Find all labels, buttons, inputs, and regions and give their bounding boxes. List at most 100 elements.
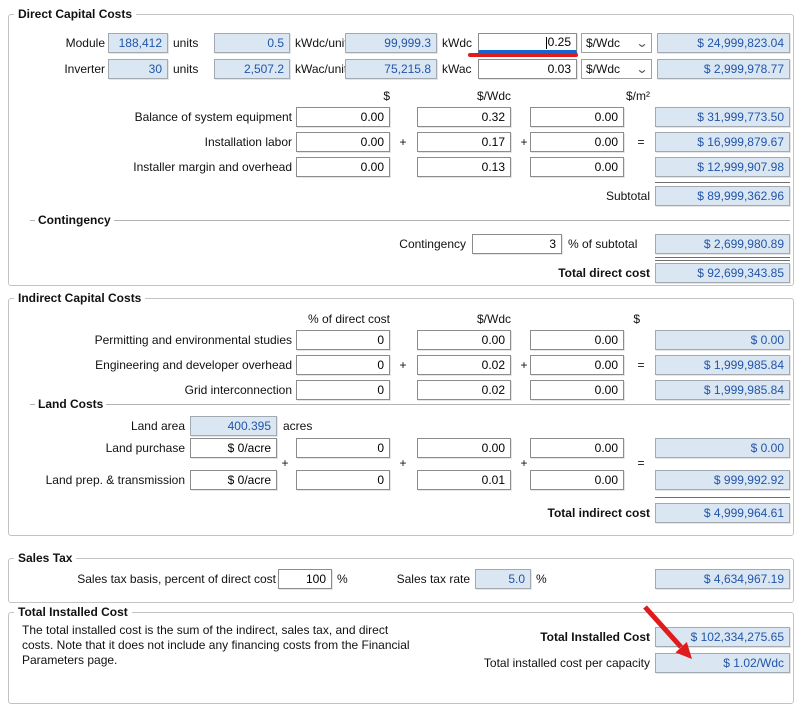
- inverter-total-capacity-field: 75,215.8: [345, 59, 437, 79]
- equals-operator: =: [633, 132, 649, 152]
- labor-per-m2-input[interactable]: 0.00: [530, 132, 624, 152]
- margin-per-m2-input[interactable]: 0.00: [530, 157, 624, 177]
- labor-per-wdc-input[interactable]: 0.17: [417, 132, 511, 152]
- text-cursor: [546, 37, 547, 49]
- module-capacity-per-unit-field: 0.5: [214, 33, 290, 53]
- land-costs-group-line: Land Costs: [30, 404, 790, 405]
- inverter-capacity-per-unit-field: 2,507.2: [214, 59, 290, 79]
- permitting-fixed-input[interactable]: 0.00: [530, 330, 624, 350]
- direct-capital-costs-title: Direct Capital Costs: [14, 7, 136, 21]
- contingency-label: Contingency: [330, 234, 466, 254]
- grid-percent-input[interactable]: 0: [296, 380, 390, 400]
- land-prep-per-acre-input[interactable]: $ 0/acre: [190, 470, 277, 490]
- plus-operator: +: [395, 132, 411, 152]
- sales-tax-basis-unit-label: %: [337, 569, 357, 589]
- land-purchase-total-field: $ 0.00: [655, 438, 790, 458]
- total-installed-cost-description: The total installed cost is the sum of t…: [22, 623, 414, 668]
- labor-fixed-input[interactable]: 0.00: [296, 132, 390, 152]
- sales-tax-rate-label: Sales tax rate: [385, 569, 470, 589]
- land-area-label: Land area: [8, 416, 185, 436]
- inverter-units-field: 30: [108, 59, 168, 79]
- contingency-group-title: Contingency: [35, 213, 114, 227]
- equals-operator: =: [633, 355, 649, 375]
- labor-total-field: $ 16,999,879.67: [655, 132, 790, 152]
- land-prep-fixed-input[interactable]: 0.00: [530, 470, 624, 490]
- direct-col-header-dollar: $: [296, 88, 390, 104]
- engineering-per-wdc-input[interactable]: 0.02: [417, 355, 511, 375]
- total-direct-separator-line: [655, 260, 790, 261]
- total-direct-cost-label: Total direct cost: [366, 263, 650, 283]
- inverter-cost-unit-dropdown[interactable]: $/Wdc⌄: [581, 59, 652, 79]
- indirect-col-header-per-wdc: $/Wdc: [417, 311, 511, 327]
- annotation-red-underline: [468, 53, 578, 57]
- sales-tax-total-field: $ 4,634,967.19: [655, 569, 790, 589]
- land-purchase-percent-input[interactable]: 0: [296, 438, 390, 458]
- total-indirect-cost-label: Total indirect cost: [366, 503, 650, 523]
- indirect-col-header-percent: % of direct cost: [296, 311, 390, 327]
- sales-tax-title: Sales Tax: [14, 551, 76, 565]
- sales-tax-rate-field: 5.0: [475, 569, 531, 589]
- total-indirect-separator-line: [655, 497, 790, 498]
- land-prep-total-field: $ 999,992.92: [655, 470, 790, 490]
- grid-per-wdc-input[interactable]: 0.02: [417, 380, 511, 400]
- labor-label: Installation labor: [8, 132, 292, 152]
- land-purchase-fixed-input[interactable]: 0.00: [530, 438, 624, 458]
- equals-operator: =: [633, 453, 649, 473]
- total-direct-separator-line: [655, 257, 790, 258]
- sales-tax-basis-label: Sales tax basis, percent of direct cost: [8, 569, 276, 589]
- margin-fixed-input[interactable]: 0.00: [296, 157, 390, 177]
- bos-label: Balance of system equipment: [8, 107, 292, 127]
- indirect-capital-costs-title: Indirect Capital Costs: [14, 291, 145, 305]
- land-area-unit-label: acres: [283, 416, 333, 436]
- engineering-label: Engineering and developer overhead: [8, 355, 292, 375]
- land-purchase-per-wdc-input[interactable]: 0.00: [417, 438, 511, 458]
- land-prep-per-wdc-input[interactable]: 0.01: [417, 470, 511, 490]
- land-area-field: 400.395: [190, 416, 277, 436]
- chevron-down-icon: ⌄: [635, 36, 648, 50]
- inverter-cost-input[interactable]: 0.03: [478, 59, 577, 79]
- subtotal-separator-line: [655, 182, 790, 183]
- inverter-units-unit-label: units: [173, 59, 211, 79]
- land-purchase-per-acre-input[interactable]: $ 0/acre: [190, 438, 277, 458]
- module-units-field: 188,412: [108, 33, 168, 53]
- module-total-capacity-unit-label: kWdc: [442, 33, 478, 53]
- plus-operator: +: [395, 453, 411, 473]
- contingency-input[interactable]: 3: [472, 234, 562, 254]
- bos-per-m2-input[interactable]: 0.00: [530, 107, 624, 127]
- permitting-total-field: $ 0.00: [655, 330, 790, 350]
- engineering-fixed-input[interactable]: 0.00: [530, 355, 624, 375]
- subtotal-label: Subtotal: [366, 186, 650, 206]
- bos-fixed-input[interactable]: 0.00: [296, 107, 390, 127]
- plus-operator: +: [277, 453, 293, 473]
- land-prep-percent-input[interactable]: 0: [296, 470, 390, 490]
- margin-per-wdc-input[interactable]: 0.13: [417, 157, 511, 177]
- permitting-percent-input[interactable]: 0: [296, 330, 390, 350]
- plus-operator: +: [395, 355, 411, 375]
- chevron-down-icon: ⌄: [635, 62, 648, 76]
- module-total-cost-field: $ 24,999,823.04: [657, 33, 790, 53]
- contingency-suffix-label: % of subtotal: [568, 234, 648, 254]
- module-cost-input[interactable]: 0.25: [478, 33, 577, 53]
- contingency-total-field: $ 2,699,980.89: [655, 234, 790, 254]
- bos-total-field: $ 31,999,773.50: [655, 107, 790, 127]
- grid-total-field: $ 1,999,985.84: [655, 380, 790, 400]
- direct-col-header-per-m2: $/m²: [530, 88, 650, 104]
- sales-tax-rate-unit-label: %: [536, 569, 556, 589]
- sales-tax-basis-input[interactable]: 100: [278, 569, 332, 589]
- direct-col-header-per-wdc: $/Wdc: [417, 88, 511, 104]
- land-prep-label: Land prep. & transmission: [8, 470, 185, 490]
- module-cost-unit-dropdown[interactable]: $/Wdc⌄: [581, 33, 652, 53]
- inverter-total-cost-field: $ 2,999,978.77: [657, 59, 790, 79]
- margin-label: Installer margin and overhead: [8, 157, 292, 177]
- permitting-per-wdc-input[interactable]: 0.00: [417, 330, 511, 350]
- land-costs-group-title: Land Costs: [35, 397, 106, 411]
- total-installed-cost-per-capacity-label: Total installed cost per capacity: [430, 653, 650, 673]
- margin-total-field: $ 12,999,907.98: [655, 157, 790, 177]
- total-indirect-cost-field: $ 4,999,964.61: [655, 503, 790, 523]
- grid-fixed-input[interactable]: 0.00: [530, 380, 624, 400]
- inverter-total-capacity-unit-label: kWac: [442, 59, 478, 79]
- annotation-red-arrow: [620, 595, 710, 673]
- engineering-percent-input[interactable]: 0: [296, 355, 390, 375]
- engineering-total-field: $ 1,999,985.84: [655, 355, 790, 375]
- bos-per-wdc-input[interactable]: 0.32: [417, 107, 511, 127]
